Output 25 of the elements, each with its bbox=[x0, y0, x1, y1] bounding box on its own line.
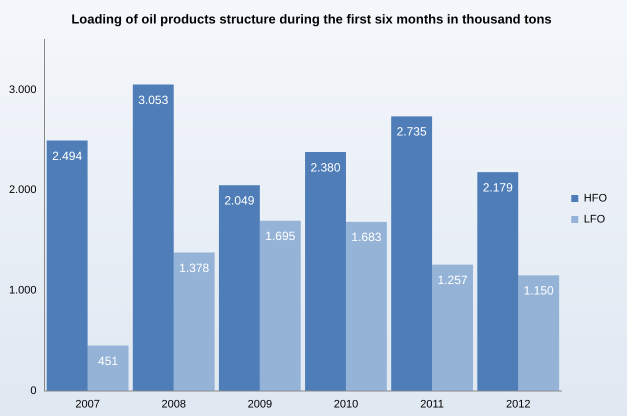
y-tick-label: 1.000 bbox=[8, 284, 37, 296]
data-label: 1.683 bbox=[351, 230, 382, 244]
y-tick-label: 0 bbox=[30, 384, 37, 397]
legend-label: HFO bbox=[584, 192, 608, 205]
data-label: 2.179 bbox=[482, 180, 514, 194]
y-tick-label: 3.000 bbox=[8, 84, 37, 96]
x-tick-label: 2011 bbox=[420, 398, 444, 410]
data-label: 3.053 bbox=[138, 92, 169, 107]
data-label: 451 bbox=[98, 354, 118, 368]
x-tick-label: 2009 bbox=[248, 398, 272, 410]
data-label: 1.378 bbox=[179, 260, 210, 275]
legend-label: LFO bbox=[584, 214, 606, 226]
data-label: 2.049 bbox=[224, 194, 255, 208]
chart-title: Loading of oil products structure during the first six months in thousand tons bbox=[71, 11, 552, 26]
x-tick-label: 2008 bbox=[161, 398, 186, 410]
data-label: 2.735 bbox=[396, 124, 427, 139]
data-label: 2.494 bbox=[52, 148, 82, 163]
data-label: 1.257 bbox=[438, 272, 468, 287]
y-tick-label: 2.000 bbox=[8, 184, 37, 196]
data-label: 1.695 bbox=[265, 229, 296, 244]
x-tick-label: 2007 bbox=[75, 398, 100, 410]
data-label: 2.380 bbox=[310, 160, 341, 174]
data-label: 1.150 bbox=[524, 284, 554, 298]
x-tick-label: 2012 bbox=[506, 398, 530, 410]
x-tick-label: 2010 bbox=[334, 398, 358, 410]
